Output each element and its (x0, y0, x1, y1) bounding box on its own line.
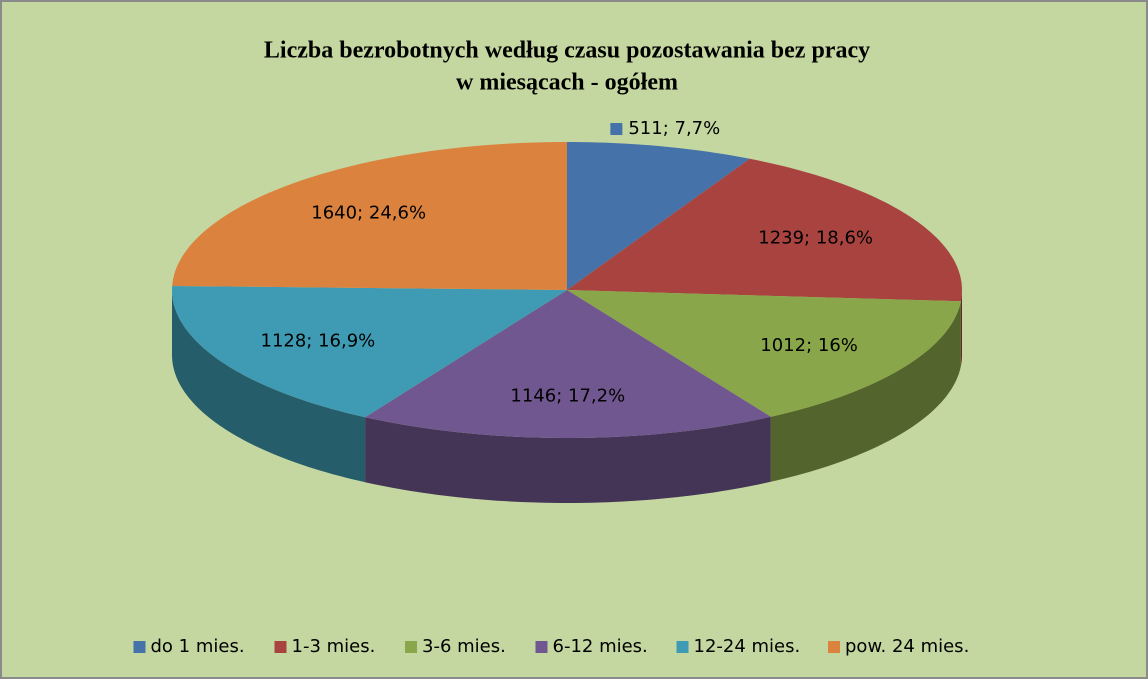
pie-slice (567, 158, 962, 302)
data-label: 1640; 24,6% (311, 203, 426, 224)
pie-slice (567, 290, 961, 417)
data-label: 1128; 16,9% (261, 330, 376, 351)
legend-key (828, 641, 840, 653)
pie-slice (365, 290, 771, 438)
legend-label: pow. 24 mies. (845, 636, 969, 657)
data-label: 1239; 18,6% (758, 227, 873, 248)
data-label: 511; 7,7% (628, 118, 720, 139)
legend-key (535, 641, 548, 653)
pie-side (960, 290, 962, 367)
data-label: 1146; 17,2% (510, 386, 625, 407)
pie-slice (172, 285, 567, 418)
legend-label: 6-12 mies. (553, 636, 648, 657)
pie-side (365, 416, 771, 503)
chart-title: w miesącach - ogółem (456, 70, 678, 96)
legend-label: 1-3 mies. (292, 636, 376, 657)
legend-label: do 1 mies. (151, 636, 245, 657)
pie-side (172, 290, 366, 483)
legend-key (676, 641, 689, 653)
data-label: 1012; 16% (760, 335, 858, 356)
pie-slice (567, 142, 750, 290)
legend-key (405, 641, 417, 653)
legend-key (274, 641, 287, 653)
label-key (610, 123, 623, 136)
legend-label: 12-24 mies. (694, 636, 801, 657)
legend-label: 3-6 mies. (422, 636, 506, 657)
chart-title: Liczba bezrobotnych według czasu pozosta… (264, 38, 870, 64)
pie-side (770, 301, 961, 482)
legend-key (133, 641, 146, 653)
pie-slice (172, 142, 568, 290)
